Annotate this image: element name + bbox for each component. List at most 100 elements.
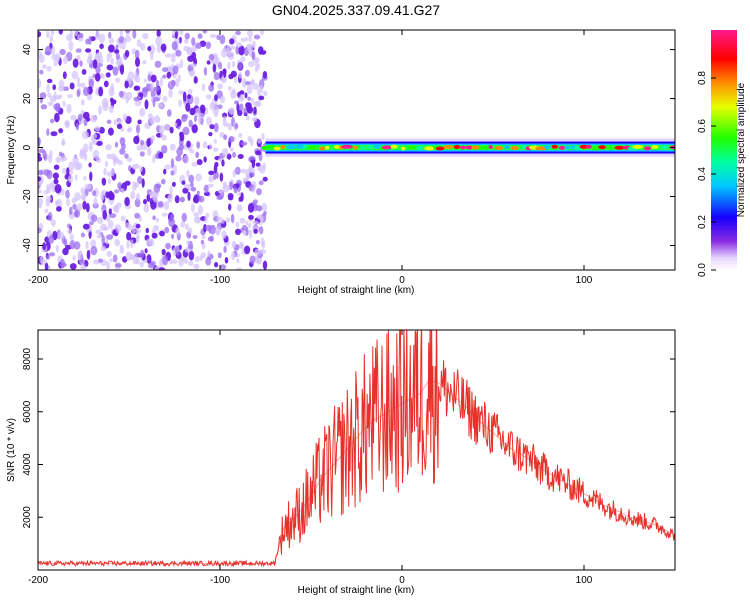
noise-blob xyxy=(217,189,223,194)
noise-blob xyxy=(230,213,235,224)
noise-blob xyxy=(248,35,253,43)
signal-blob xyxy=(660,145,669,150)
noise-blob xyxy=(227,61,231,70)
noise-blob xyxy=(238,103,244,112)
noise-blob xyxy=(85,240,89,250)
noise-blob xyxy=(106,153,112,160)
noise-blob xyxy=(118,36,125,44)
noise-blob xyxy=(151,135,155,142)
signal-blob xyxy=(544,145,551,150)
noise-blob xyxy=(193,263,200,270)
noise-blob xyxy=(212,210,219,220)
noise-blob xyxy=(135,57,140,67)
noise-blob xyxy=(249,255,256,265)
noise-blob xyxy=(188,260,194,266)
signal-blob xyxy=(273,146,281,151)
signal-blob xyxy=(453,145,461,149)
noise-blob xyxy=(179,196,185,203)
noise-blob xyxy=(126,157,133,162)
noise-blob xyxy=(130,239,134,249)
noise-blob xyxy=(203,223,207,233)
noise-blob xyxy=(234,75,238,84)
noise-blob xyxy=(141,178,145,188)
noise-blob xyxy=(238,45,245,56)
snr-ticks: -200 -100 0 100 2000 4000 6000 8000 xyxy=(22,330,675,586)
noise-blob xyxy=(216,216,223,221)
noise-blob xyxy=(95,157,102,164)
noise-blob xyxy=(144,99,149,110)
noise-blob xyxy=(191,37,196,46)
noise-blob xyxy=(136,233,140,240)
noise-blob xyxy=(76,77,81,84)
noise-blob xyxy=(182,126,190,136)
noise-blob xyxy=(92,59,98,69)
noise-blob xyxy=(186,169,190,178)
noise-blob xyxy=(96,234,103,239)
noise-blob xyxy=(138,92,144,98)
noise-blob xyxy=(65,189,70,199)
noise-blob xyxy=(162,67,169,73)
noise-blob xyxy=(54,112,60,123)
noise-blob xyxy=(255,150,262,156)
noise-blob xyxy=(110,167,115,177)
noise-blob xyxy=(190,187,197,192)
noise-blob xyxy=(179,133,185,142)
noise-blob xyxy=(71,70,79,80)
noise-blob xyxy=(50,131,58,137)
noise-blob xyxy=(262,71,268,79)
colorbar: 0.0 0.2 0.4 0.6 0.8 Normalized spectral ampl… xyxy=(697,30,747,277)
noise-blob xyxy=(253,34,261,40)
noise-blob xyxy=(235,267,242,270)
noise-blob xyxy=(189,149,195,154)
noise-blob xyxy=(98,258,103,263)
signal-blob xyxy=(564,145,570,150)
noise-blob xyxy=(242,230,247,236)
noise-blob xyxy=(207,183,214,188)
noise-blob xyxy=(69,206,73,216)
noise-blob xyxy=(80,99,85,106)
noise-blob xyxy=(259,226,264,235)
noise-blob xyxy=(194,115,197,123)
noise-blob xyxy=(188,250,195,261)
noise-blob xyxy=(179,30,184,36)
x-tick-label: 100 xyxy=(576,575,593,586)
x-tick-label: 100 xyxy=(576,275,593,286)
noise-blob xyxy=(105,191,110,199)
noise-blob xyxy=(161,178,166,185)
noise-blob xyxy=(244,245,251,255)
noise-blob xyxy=(38,152,41,158)
noise-blob xyxy=(50,219,56,227)
noise-blob xyxy=(62,247,69,256)
noise-blob xyxy=(94,126,101,132)
noise-blob xyxy=(136,144,144,151)
noise-blob xyxy=(38,31,42,38)
noise-blob xyxy=(81,130,89,140)
noise-blob xyxy=(106,171,112,177)
noise-blob xyxy=(89,221,94,226)
noise-blob xyxy=(115,52,120,61)
noise-blob xyxy=(82,200,87,210)
noise-blob xyxy=(134,198,141,208)
noise-blob xyxy=(60,262,67,268)
snr-line xyxy=(38,330,675,568)
noise-blob xyxy=(216,229,220,236)
noise-blob xyxy=(155,153,159,160)
noise-blob xyxy=(69,263,77,270)
noise-blob xyxy=(49,95,57,103)
noise-blob xyxy=(52,172,60,180)
signal-blob xyxy=(460,145,466,150)
signal-blob xyxy=(585,144,592,149)
noise-blob xyxy=(46,83,50,93)
noise-blob xyxy=(135,193,140,201)
noise-blob xyxy=(245,81,251,86)
noise-blob xyxy=(108,52,112,59)
noise-blob xyxy=(255,205,263,212)
noise-blob xyxy=(141,87,148,98)
noise-blob xyxy=(45,30,50,38)
noise-blob xyxy=(244,69,250,77)
noise-blob xyxy=(239,217,246,224)
noise-blob xyxy=(196,190,200,196)
noise-blob xyxy=(235,42,242,48)
noise-blob xyxy=(201,234,206,240)
